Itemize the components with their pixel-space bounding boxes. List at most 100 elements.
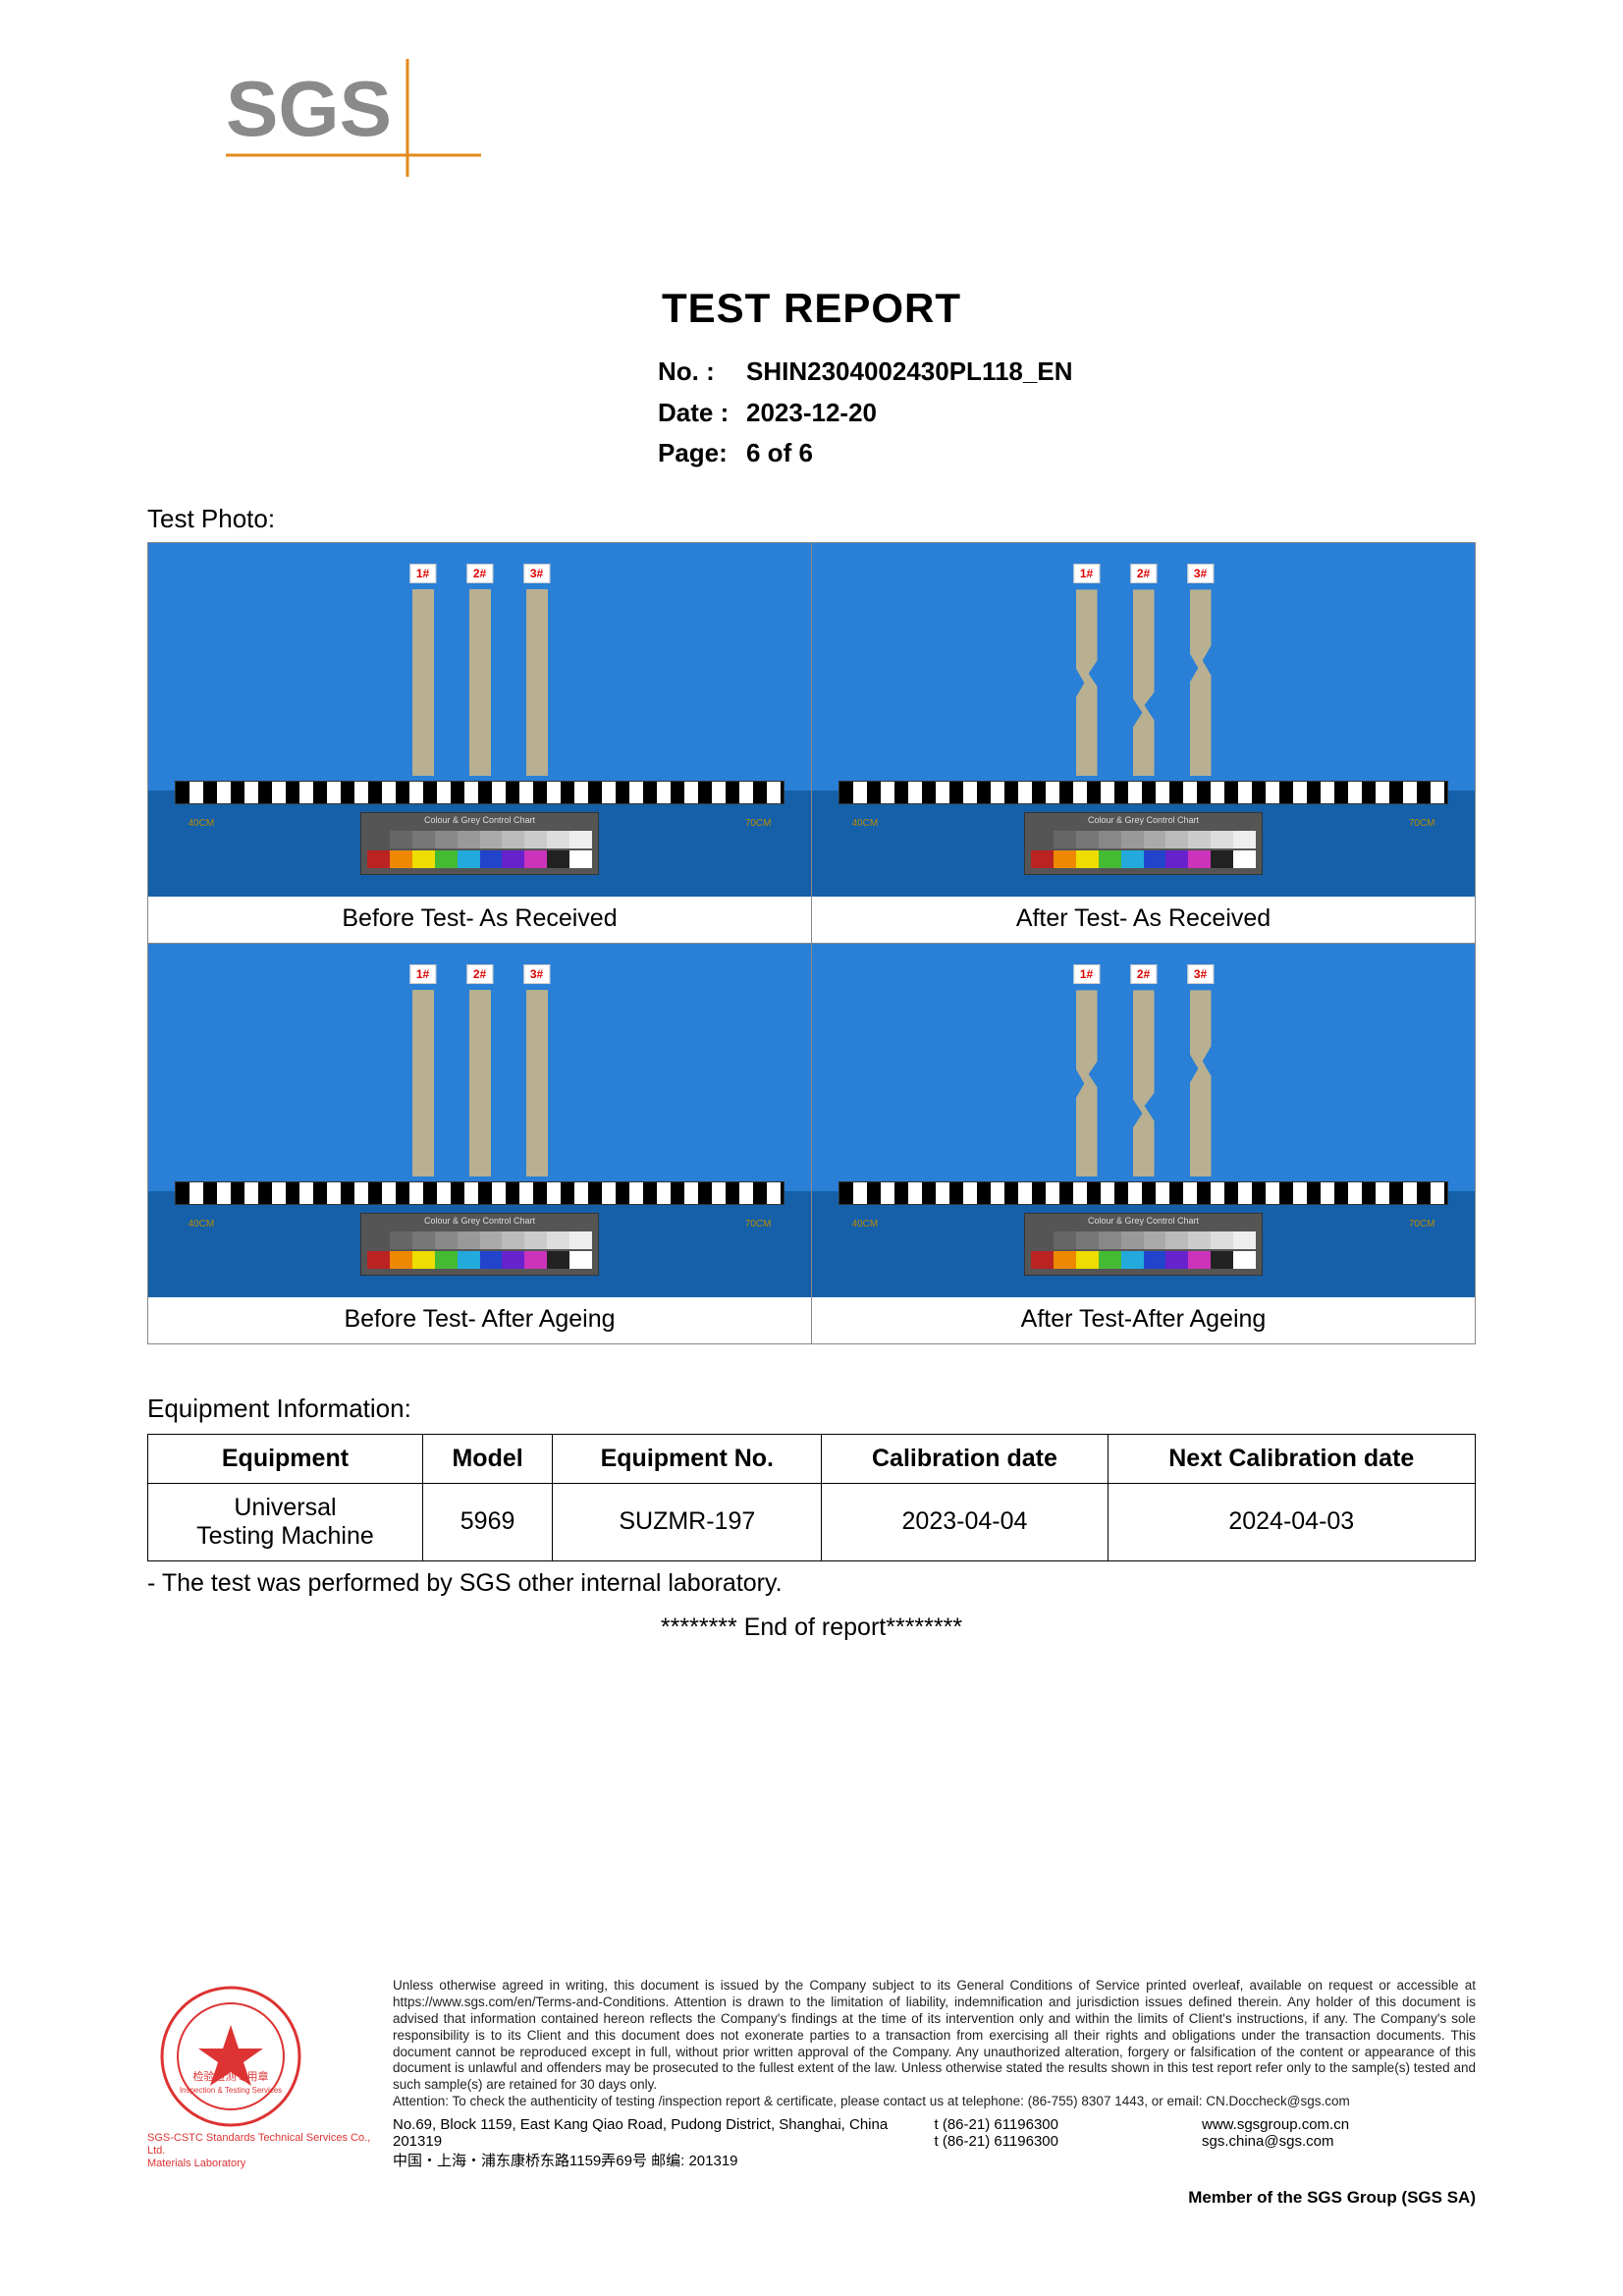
- web1: www.sgsgroup.com.cn: [1202, 2116, 1476, 2133]
- equip-cell: 2023-04-04: [822, 1483, 1108, 1560]
- photo-image: 1# 2# 3# 40CM 70CM Colour & Grey Control Char…: [148, 543, 811, 897]
- svg-text:检验检测专用章: 检验检测专用章: [193, 2069, 269, 2083]
- color-chart-label: Colour & Grey Control Chart: [361, 815, 598, 825]
- equip-cell: 5969: [422, 1483, 552, 1560]
- specimen: 1#: [1070, 564, 1104, 776]
- specimen-strip: [469, 990, 491, 1176]
- attention-line: Attention: To check the authenticity of …: [393, 2094, 1476, 2110]
- color-chart: Colour & Grey Control Chart: [360, 812, 599, 875]
- no-label: No. :: [658, 352, 746, 393]
- specimen-tag: 1#: [409, 964, 436, 984]
- specimen-tag: 3#: [1187, 964, 1214, 984]
- specimen-strip: [412, 990, 434, 1176]
- date-label: Date :: [658, 393, 746, 434]
- ruler-label-left: 40CM: [189, 818, 215, 829]
- report-title: TEST REPORT: [147, 285, 1476, 332]
- specimen-tag: 2#: [466, 964, 493, 984]
- specimen-strip: [1190, 990, 1212, 1176]
- specimen-tag: 2#: [466, 564, 493, 583]
- sgs-logo: SGS: [226, 59, 481, 182]
- specimen: 3#: [1184, 564, 1217, 776]
- color-chart: Colour & Grey Control Chart: [1024, 1213, 1263, 1276]
- specimen: 2#: [463, 564, 497, 776]
- specimen-tag: 1#: [409, 564, 436, 583]
- footer: 检验检测专用章 Inspection & Testing Services SG…: [147, 1978, 1476, 2208]
- specimen: 1#: [406, 564, 440, 776]
- equip-cell: 2024-04-03: [1108, 1483, 1475, 1560]
- color-chart: Colour & Grey Control Chart: [1024, 812, 1263, 875]
- svg-text:Inspection & Testing Services: Inspection & Testing Services: [180, 2086, 282, 2095]
- specimen-strip: [526, 589, 548, 776]
- specimen: 2#: [1127, 564, 1161, 776]
- ruler: [839, 1181, 1448, 1205]
- specimen-tag: 1#: [1073, 564, 1100, 583]
- specimen: 3#: [520, 564, 554, 776]
- ruler-label-right: 70CM: [1409, 818, 1435, 829]
- stamp: 检验检测专用章 Inspection & Testing Services SG…: [147, 1978, 373, 2171]
- web2: sgs.china@sgs.com: [1202, 2133, 1476, 2150]
- color-chart: Colour & Grey Control Chart: [360, 1213, 599, 1276]
- photo-image: 1# 2# 3# 40CM 70CM Colour & Grey Control Char…: [812, 944, 1475, 1297]
- ruler: [175, 781, 784, 804]
- report-no: SHIN2304002430PL118_EN: [746, 352, 1072, 393]
- stamp-line1: SGS-CSTC Standards Technical Services Co…: [147, 2132, 373, 2158]
- specimen-tag: 3#: [1187, 564, 1214, 583]
- specimen-tag: 3#: [523, 964, 550, 984]
- specimen: 1#: [1070, 964, 1104, 1176]
- photo-caption: Before Test- After Ageing: [148, 1297, 811, 1343]
- member-line: Member of the SGS Group (SGS SA): [393, 2188, 1476, 2208]
- addr-en: No.69, Block 1159, East Kang Qiao Road, …: [393, 2116, 895, 2150]
- equip-col-header: Equipment No.: [553, 1434, 822, 1483]
- equip-col-header: Equipment: [148, 1434, 423, 1483]
- page-label: Page:: [658, 433, 746, 474]
- photo-caption: After Test- As Received: [812, 897, 1475, 943]
- specimen-tag: 3#: [523, 564, 550, 583]
- ruler: [839, 781, 1448, 804]
- specimen-strip: [1076, 990, 1098, 1176]
- equip-cell: UniversalTesting Machine: [148, 1483, 423, 1560]
- specimen-strip: [1133, 589, 1155, 776]
- equipment-title: Equipment Information:: [147, 1394, 1476, 1424]
- specimen: 2#: [1127, 964, 1161, 1176]
- color-chart-label: Colour & Grey Control Chart: [1025, 815, 1262, 825]
- footer-address-row: No.69, Block 1159, East Kang Qiao Road, …: [393, 2116, 1476, 2170]
- lab-note: - The test was performed by SGS other in…: [147, 1569, 1476, 1598]
- ruler-label-right: 70CM: [1409, 1219, 1435, 1230]
- specimen-strip: [469, 589, 491, 776]
- specimen-strip: [1190, 589, 1212, 776]
- photo-caption: After Test-After Ageing: [812, 1297, 1475, 1343]
- photo-cell-1: 1#2#3#40CM70CMColour & Grey Control Char…: [812, 543, 1475, 943]
- ruler-label-right: 70CM: [745, 1219, 772, 1230]
- specimen-tag: 2#: [1130, 964, 1157, 984]
- specimen-strip: [526, 990, 548, 1176]
- ruler-label-right: 70CM: [745, 818, 772, 829]
- fineprint: Unless otherwise agreed in writing, this…: [393, 1978, 1476, 2094]
- specimen-tag: 2#: [1130, 564, 1157, 583]
- report-header: TEST REPORT: [147, 285, 1476, 332]
- specimen-strip: [412, 589, 434, 776]
- photo-image: 1#2#3#40CM70CMColour & Grey Control Char…: [812, 543, 1475, 897]
- equipment-table: EquipmentModelEquipment No.Calibration d…: [147, 1434, 1476, 1561]
- photo-cell-2: 1#2#3#40CM70CMColour & Grey Control Char…: [148, 944, 811, 1343]
- equip-cell: SUZMR-197: [553, 1483, 822, 1560]
- report-meta: No. :SHIN2304002430PL118_EN Date :2023-1…: [658, 352, 1476, 474]
- photo-grid: 1# 2# 3# 40CM 70CM Colour & Grey Control Char…: [147, 542, 1476, 1344]
- equip-body: UniversalTesting Machine5969SUZMR-197202…: [148, 1483, 1476, 1560]
- equip-col-header: Calibration date: [822, 1434, 1108, 1483]
- color-chart-label: Colour & Grey Control Chart: [361, 1216, 598, 1226]
- end-of-report: ******** End of report********: [147, 1613, 1476, 1642]
- table-row: UniversalTesting Machine5969SUZMR-197202…: [148, 1483, 1476, 1560]
- specimen: 3#: [1184, 964, 1217, 1176]
- test-report-page: SGS TEST REPORT No. :SHIN2304002430PL118…: [0, 0, 1623, 2296]
- logo-text: SGS: [226, 65, 392, 152]
- equip-col-header: Next Calibration date: [1108, 1434, 1475, 1483]
- photo-cell-3: 1# 2# 3# 40CM 70CM Colour & Grey Control Char…: [812, 944, 1475, 1343]
- photo-image: 1#2#3#40CM70CMColour & Grey Control Char…: [148, 944, 811, 1297]
- report-date: 2023-12-20: [746, 393, 877, 434]
- ruler-label-left: 40CM: [852, 1219, 879, 1230]
- specimen: 3#: [520, 964, 554, 1176]
- photo-caption: Before Test- As Received: [148, 897, 811, 943]
- addr-cn: 中国・上海・浦东康桥东路1159弄69号 邮编: 201319: [393, 2150, 895, 2170]
- equip-header-row: EquipmentModelEquipment No.Calibration d…: [148, 1434, 1476, 1483]
- specimen-tag: 1#: [1073, 964, 1100, 984]
